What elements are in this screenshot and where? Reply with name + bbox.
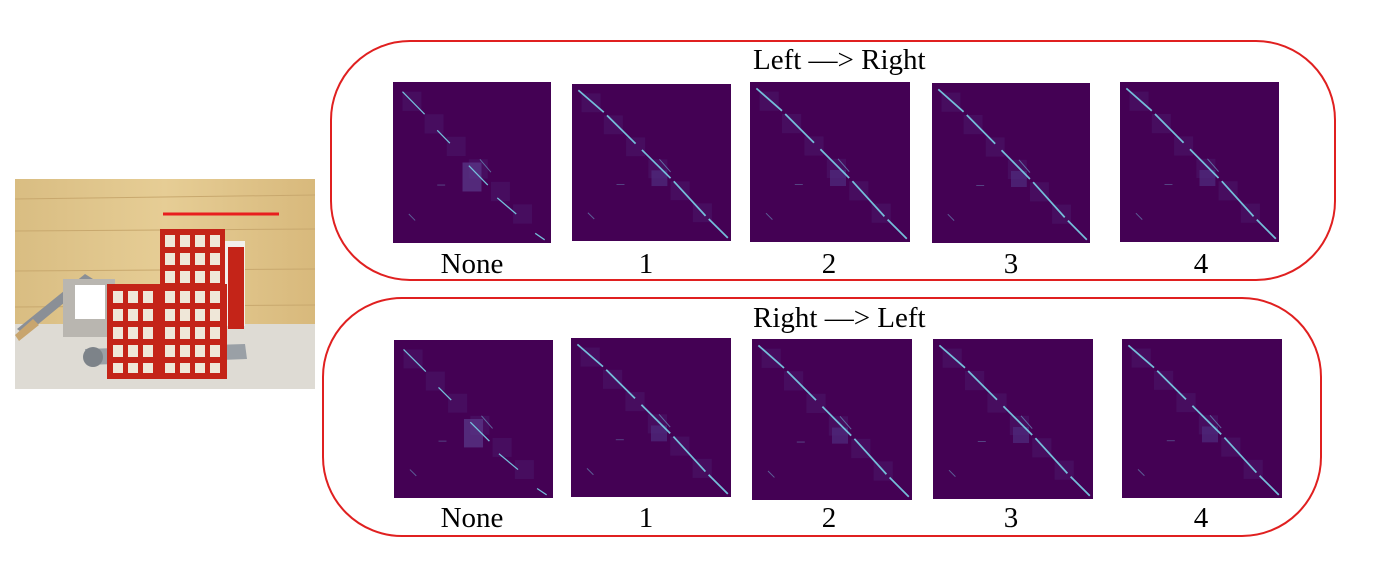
group-right-to-left [322, 297, 1322, 537]
panel-label-2: 2 [821, 502, 837, 534]
heatmap-panel [933, 339, 1093, 499]
heatmap-panel [571, 338, 731, 497]
group-title-right-to-left: Right —> Left [753, 302, 926, 334]
heatmap-panel [750, 82, 910, 242]
panel-label-none: None [440, 248, 504, 280]
group-left-to-right [330, 40, 1336, 281]
panel-label-none: None [440, 502, 504, 534]
heatmap-panel [394, 340, 553, 498]
panel-label-2: 2 [821, 248, 837, 280]
panel-label-3: 3 [1003, 502, 1019, 534]
heatmap-panel [932, 83, 1090, 243]
heatmap-panel [752, 339, 912, 500]
panel-label-4: 4 [1193, 248, 1209, 280]
panel-label-3: 3 [1003, 248, 1019, 280]
heatmap-panel [572, 84, 731, 241]
scene-photo [15, 179, 315, 389]
group-title-left-to-right: Left —> Right [753, 44, 926, 76]
heatmap-panel [1120, 82, 1279, 242]
panel-label-4: 4 [1193, 502, 1209, 534]
panel-label-1: 1 [638, 502, 654, 534]
heatmap-panel [1122, 339, 1282, 498]
panel-label-1: 1 [638, 248, 654, 280]
heatmap-panel [393, 82, 551, 243]
